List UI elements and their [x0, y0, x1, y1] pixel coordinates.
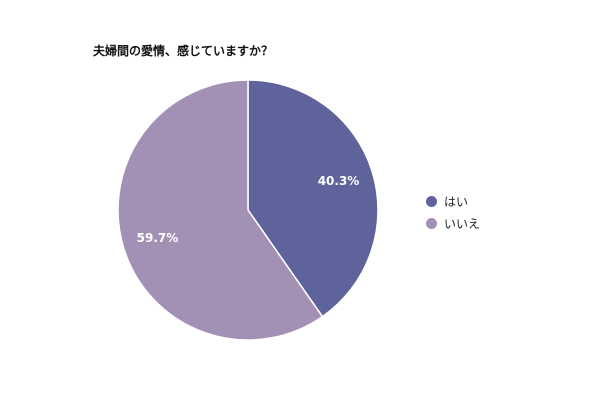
legend: はい いいえ [426, 190, 480, 234]
legend-item-yes[interactable]: はい [426, 190, 480, 212]
data-label-yes: 40.3% [318, 174, 360, 188]
pie-slice-no[interactable] [117, 79, 324, 341]
legend-label-yes: はい [444, 194, 469, 209]
legend-label-no: いいえ [444, 216, 481, 231]
data-label-no: 59.7% [137, 231, 179, 245]
pie-slice-yes[interactable] [247, 79, 379, 318]
chart-title: 夫婦間の愛情、感じていますか？ [93, 44, 274, 58]
pie-slices [117, 79, 379, 341]
legend-item-no[interactable]: いいえ [426, 212, 480, 234]
legend-swatch-yes [426, 195, 437, 207]
legend-swatch-no [426, 217, 437, 229]
pie-data-labels: 40.3% 59.7% [137, 174, 360, 245]
